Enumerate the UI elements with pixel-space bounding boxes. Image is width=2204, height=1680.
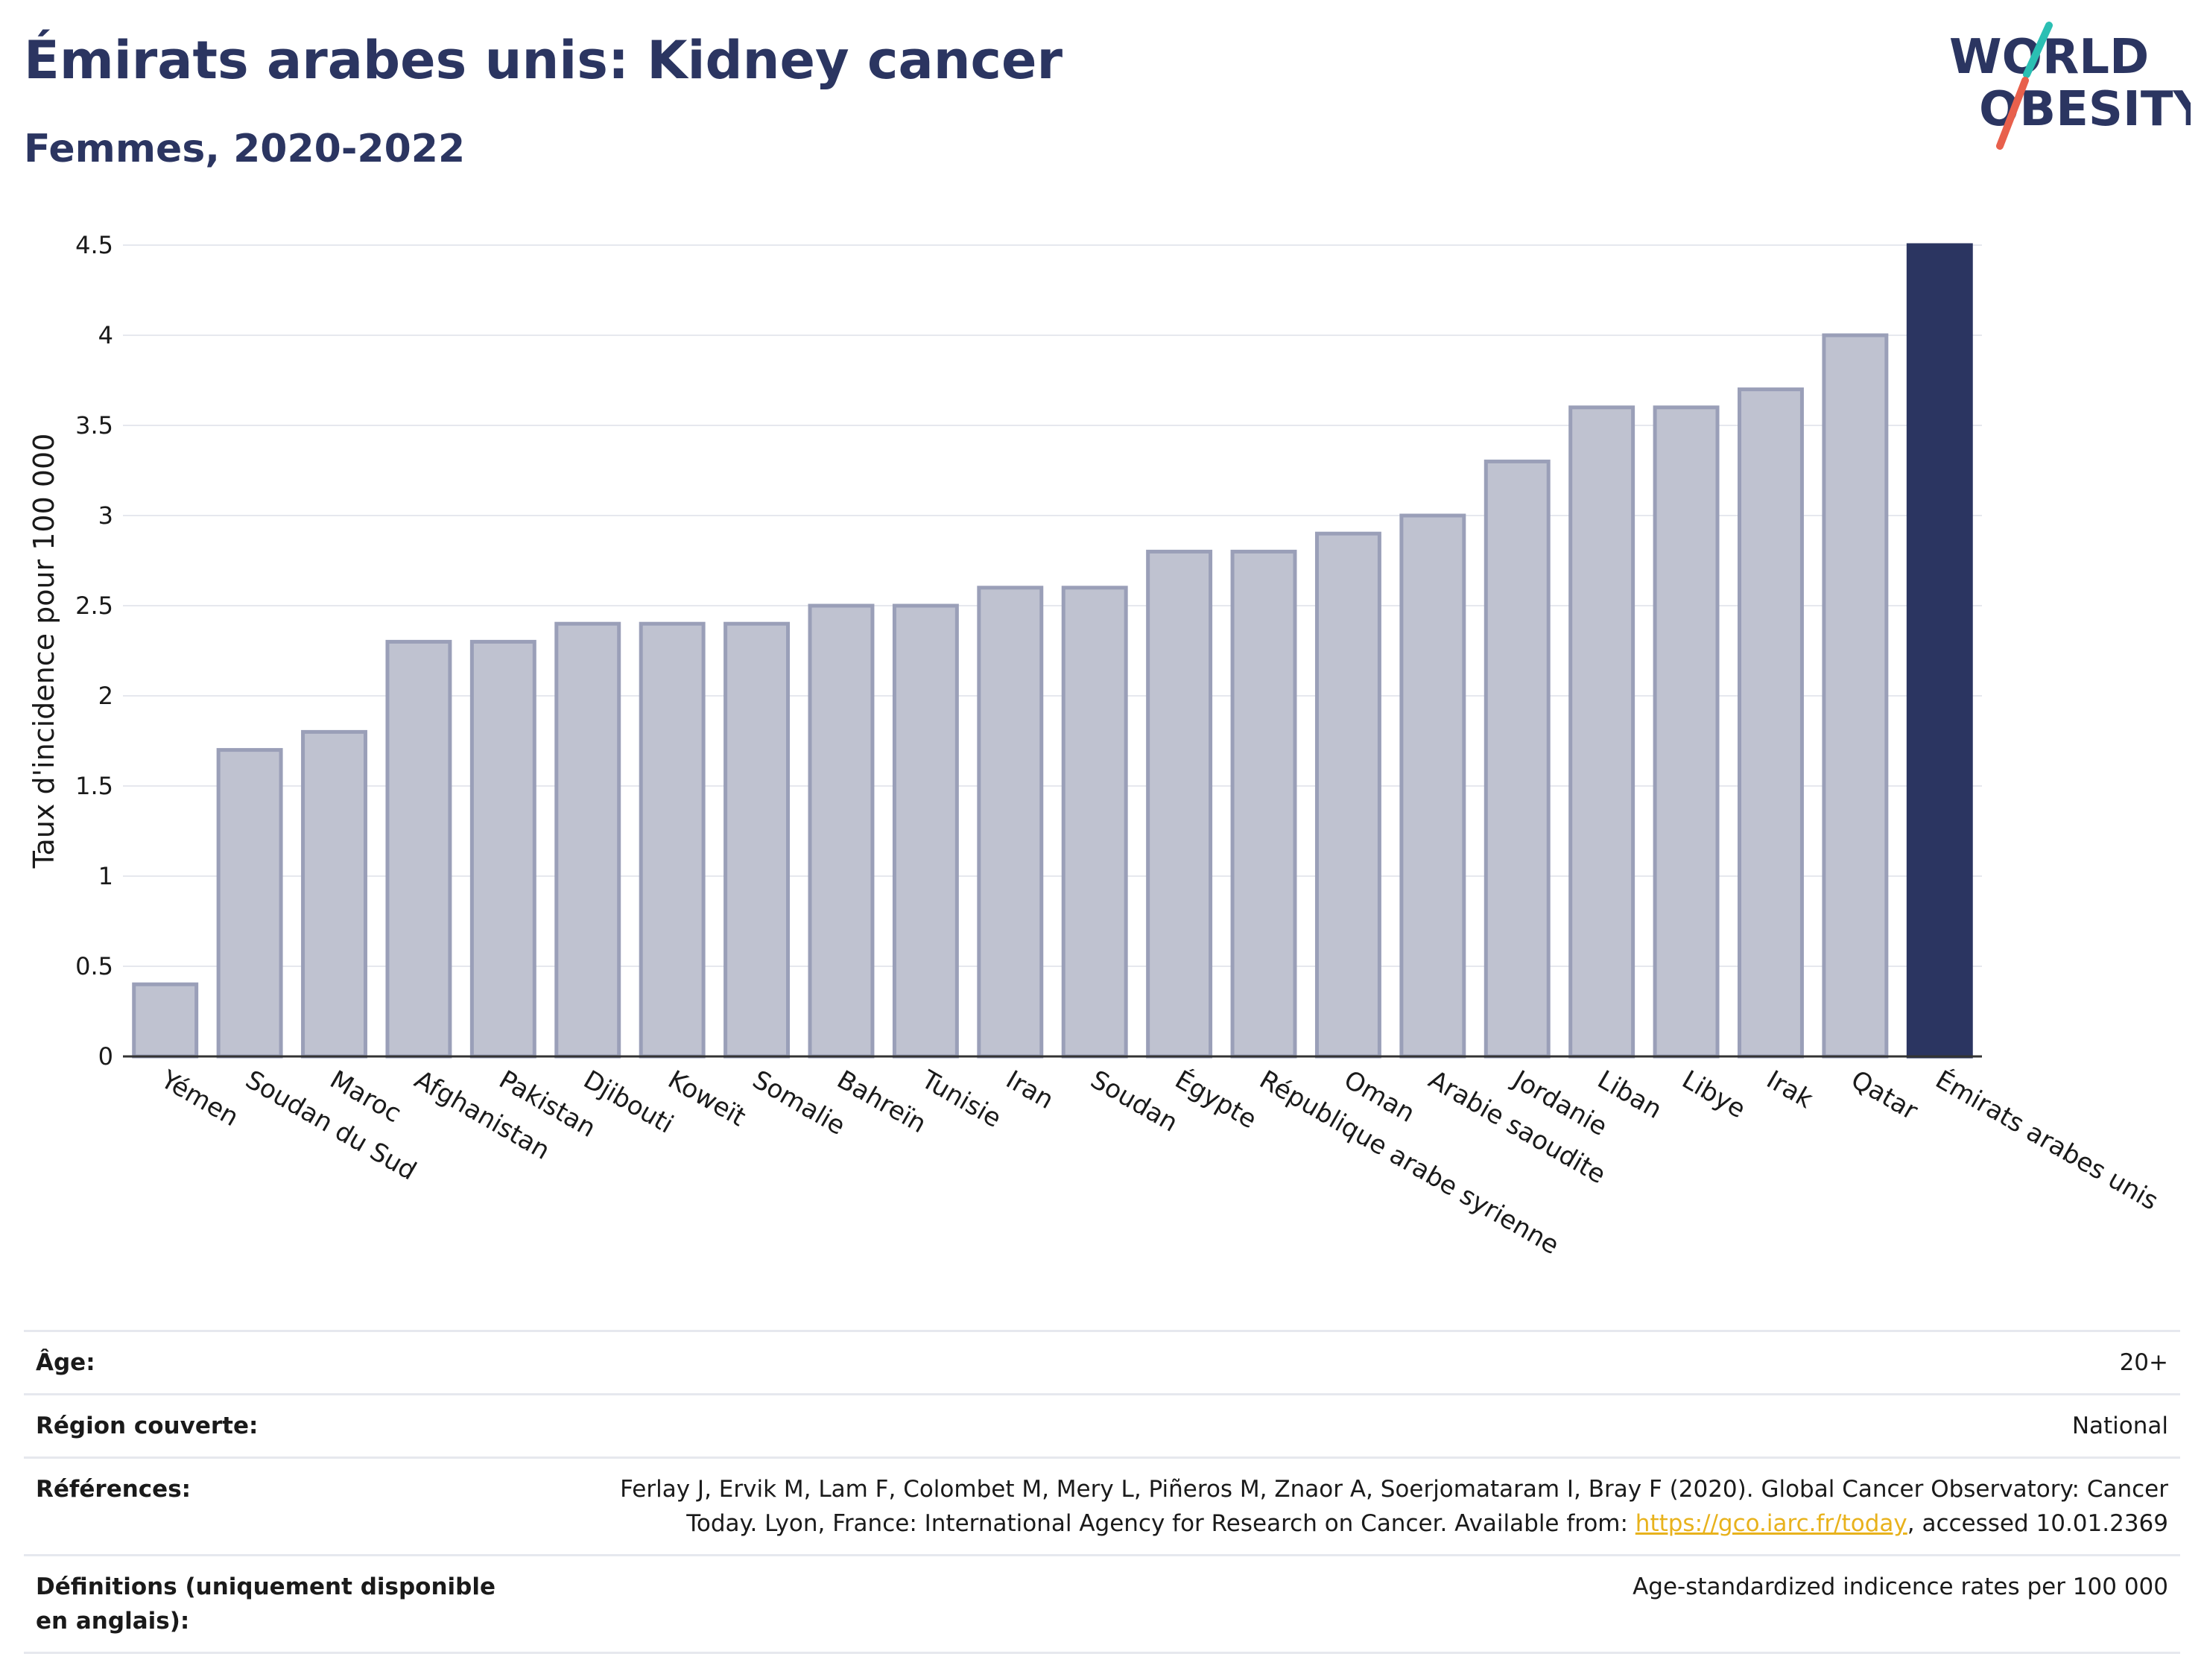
metadata-table: Âge: 20+ Région couverte: National Référ… bbox=[24, 1330, 2180, 1654]
y-axis-title: Taux d'incidence pour 100 000 bbox=[28, 434, 60, 869]
bar-1 bbox=[216, 748, 283, 1059]
bars bbox=[132, 243, 1973, 1059]
bar-12 bbox=[1146, 549, 1213, 1059]
x-tick-label: Irak bbox=[1761, 1065, 1818, 1115]
y-tick-label: 0 bbox=[98, 1042, 113, 1071]
region-label: Région couverte: bbox=[24, 1393, 525, 1458]
bar-4 bbox=[469, 639, 536, 1059]
bar-14 bbox=[1314, 531, 1381, 1059]
x-tick-label: Koweït bbox=[663, 1065, 751, 1132]
age-label: Âge: bbox=[24, 1330, 525, 1395]
x-tick-label: Bahreïn bbox=[832, 1065, 931, 1139]
y-tick-label: 2.5 bbox=[75, 592, 113, 620]
bar-7 bbox=[723, 621, 791, 1059]
y-tick-label: 2 bbox=[98, 682, 113, 710]
logo-line-1: WORLD bbox=[1949, 30, 2149, 85]
definitions-value: Age-standardized indicence rates per 100… bbox=[525, 1554, 2180, 1654]
world-obesity-logo: WORLD OBESITY bbox=[1949, 22, 2191, 150]
meta-row-age: Âge: 20+ bbox=[24, 1330, 2180, 1395]
references-label: Références: bbox=[24, 1456, 525, 1556]
bar-10 bbox=[977, 586, 1044, 1059]
y-tick-label: 4.5 bbox=[75, 231, 113, 259]
y-tick-label: 3.5 bbox=[75, 411, 113, 440]
meta-row-region: Région couverte: National bbox=[24, 1393, 2180, 1458]
references-text-1: Ferlay J, Ervik M, Lam F, Colombet M, Me… bbox=[620, 1476, 2168, 1503]
y-tick-label: 3 bbox=[98, 501, 113, 530]
x-tick-label: Qatar bbox=[1846, 1065, 1922, 1126]
age-value: 20+ bbox=[525, 1330, 2180, 1395]
bar-3 bbox=[385, 639, 452, 1059]
bar-20 bbox=[1822, 333, 1889, 1059]
x-tick-label: Iran bbox=[1001, 1065, 1058, 1115]
y-tick-labels: 0 0.5 1 1.5 2 2.5 3 3.5 4 4.5 bbox=[75, 231, 113, 1071]
y-tick-label: 1.5 bbox=[75, 772, 113, 800]
bar-17 bbox=[1568, 405, 1635, 1059]
bar-18 bbox=[1653, 405, 1720, 1059]
references-text-3: , accessed 10.01.2369 bbox=[1907, 1510, 2168, 1537]
x-tick-label: Égypte bbox=[1170, 1064, 1262, 1135]
bar-16 bbox=[1483, 459, 1551, 1059]
bar-15 bbox=[1399, 513, 1466, 1059]
bar-11 bbox=[1061, 586, 1128, 1059]
bar-21 bbox=[1906, 243, 1973, 1059]
y-tick-label: 0.5 bbox=[75, 952, 113, 980]
x-tick-label: Émirats arabes unis bbox=[1931, 1064, 2164, 1216]
bar-19 bbox=[1738, 387, 1804, 1059]
logo-slash-red bbox=[1996, 77, 2029, 150]
x-tick-label: Soudan bbox=[1086, 1065, 1183, 1138]
references-value: Ferlay J, Ervik M, Lam F, Colombet M, Me… bbox=[525, 1456, 2180, 1556]
y-tick-label: 4 bbox=[98, 321, 113, 349]
bar-8 bbox=[808, 603, 875, 1059]
meta-row-references: Références: Ferlay J, Ervik M, Lam F, Co… bbox=[24, 1456, 2180, 1556]
bar-6 bbox=[639, 621, 706, 1059]
references-link[interactable]: https://gco.iarc.fr/today bbox=[1635, 1510, 1907, 1537]
logo-slash-teal bbox=[2023, 22, 2053, 78]
y-tick-label: 1 bbox=[98, 862, 113, 890]
region-value: National bbox=[525, 1393, 2180, 1458]
x-tick-label: Somalie bbox=[747, 1065, 850, 1141]
x-tick-label: Libye bbox=[1677, 1065, 1751, 1124]
definitions-label: Définitions (uniquement disponible en an… bbox=[24, 1554, 525, 1654]
bar-5 bbox=[554, 621, 621, 1059]
bar-0 bbox=[132, 982, 199, 1059]
bar-2 bbox=[301, 729, 367, 1059]
chart-subtitle: Femmes, 2020-2022 bbox=[24, 127, 466, 171]
bar-13 bbox=[1230, 549, 1297, 1059]
x-tick-label: Yémen bbox=[155, 1065, 244, 1133]
chart-title: Émirats arabes unis: Kidney cancer bbox=[24, 30, 1063, 91]
bar-9 bbox=[892, 603, 959, 1059]
references-text-2: Today. Lyon, France: International Agenc… bbox=[686, 1510, 1635, 1537]
x-tick-label: Tunisie bbox=[916, 1065, 1007, 1134]
meta-row-definitions: Définitions (uniquement disponible en an… bbox=[24, 1554, 2180, 1654]
